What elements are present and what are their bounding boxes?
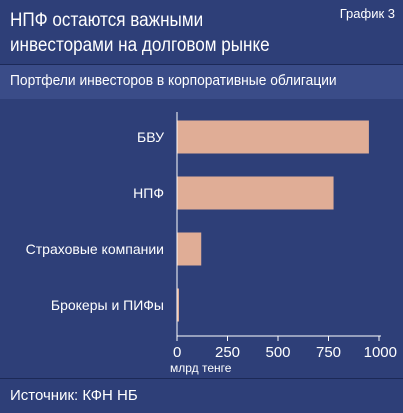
chart-subtitle: Портфели инвесторов в корпоративные обли…: [10, 72, 337, 89]
bar-1: [177, 120, 369, 154]
x-tick-label-3: 500: [265, 344, 290, 361]
chart-number: График 3: [339, 6, 395, 21]
source-note: Источник: КФН НБ: [10, 387, 138, 404]
x-axis-label: млрд тенге: [170, 361, 232, 375]
bar-4: [177, 288, 179, 322]
category-label-4: Брокеры и ПИФы: [51, 297, 164, 313]
footer-band: [0, 378, 403, 413]
x-tick-label-2: 250: [215, 344, 240, 361]
category-label-2: НПФ: [133, 185, 164, 201]
category-label-3: Страховые компании: [26, 241, 164, 257]
x-tick-label-5: 1000: [364, 344, 397, 361]
category-labels: БВУ НПФ Страховые компании Брокеры и ПИФы: [26, 129, 164, 313]
subtitle-band: [0, 64, 403, 99]
category-label-1: БВУ: [137, 129, 164, 145]
bar-group: [177, 120, 369, 322]
x-tick-label-1: 0: [173, 344, 181, 361]
bar-3: [177, 232, 202, 266]
title-line-2: инвесторами на долговом рынке: [10, 35, 270, 56]
title-line-1: НПФ остаются важными: [10, 10, 204, 31]
x-tick-label-4: 750: [316, 344, 341, 361]
x-axis: 0 250 500 750 1000 млрд тенге: [170, 112, 397, 375]
chart-title: НПФ остаются важными инвесторами на долг…: [10, 8, 280, 58]
bar-2: [177, 176, 334, 210]
